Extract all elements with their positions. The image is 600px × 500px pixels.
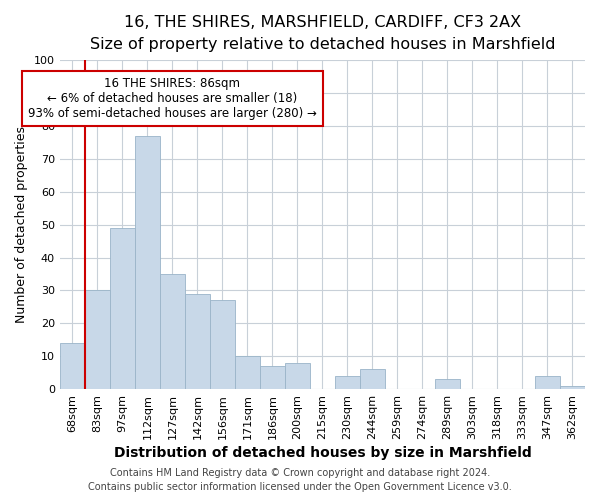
Bar: [360, 370, 385, 389]
Bar: [185, 294, 210, 389]
Bar: [335, 376, 360, 389]
Title: 16, THE SHIRES, MARSHFIELD, CARDIFF, CF3 2AX
Size of property relative to detach: 16, THE SHIRES, MARSHFIELD, CARDIFF, CF3…: [89, 15, 555, 52]
Bar: [160, 274, 185, 389]
Bar: [60, 343, 85, 389]
Bar: [110, 228, 135, 389]
Bar: [260, 366, 285, 389]
Bar: [210, 300, 235, 389]
Text: Contains HM Land Registry data © Crown copyright and database right 2024.
Contai: Contains HM Land Registry data © Crown c…: [88, 468, 512, 492]
Bar: [135, 136, 160, 389]
Bar: [535, 376, 560, 389]
Bar: [85, 290, 110, 389]
Bar: [285, 363, 310, 389]
Y-axis label: Number of detached properties: Number of detached properties: [16, 126, 28, 323]
Bar: [235, 356, 260, 389]
Bar: [560, 386, 585, 389]
Text: 16 THE SHIRES: 86sqm
← 6% of detached houses are smaller (18)
93% of semi-detach: 16 THE SHIRES: 86sqm ← 6% of detached ho…: [28, 76, 317, 120]
Bar: [435, 379, 460, 389]
X-axis label: Distribution of detached houses by size in Marshfield: Distribution of detached houses by size …: [113, 446, 531, 460]
